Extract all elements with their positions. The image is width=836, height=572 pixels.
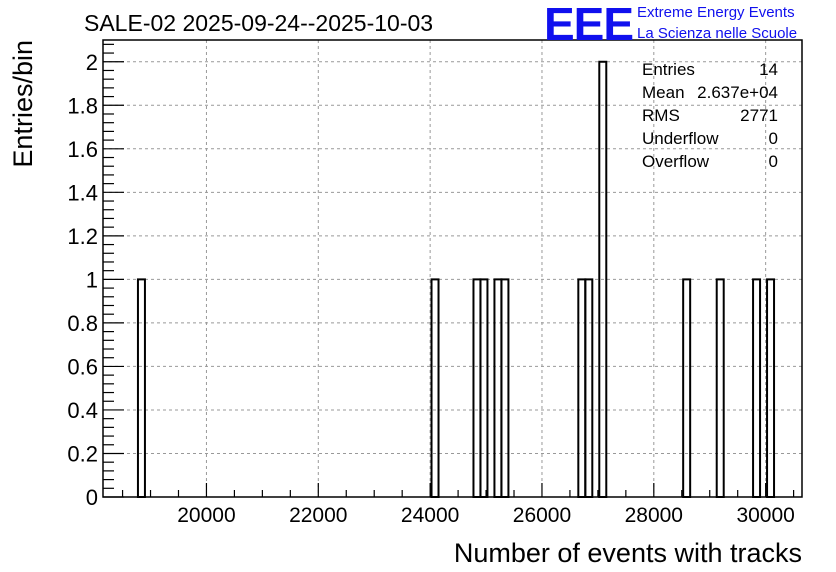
y-tick-label: 2 xyxy=(86,50,98,75)
plot-frame xyxy=(102,39,803,498)
histogram-bars xyxy=(136,60,776,499)
stat-rms-value: 2771 xyxy=(740,106,778,125)
stat-underflow-label: Underflow xyxy=(642,129,719,148)
y-tick-label: 1.4 xyxy=(67,180,98,205)
histogram-bin xyxy=(430,278,440,498)
histogram-bin xyxy=(500,278,510,498)
tick-labels: 20000 22000 24000 26000 28000 30000 0 0.2 0.4 0.6… xyxy=(67,50,794,527)
y-axis-label: Entries/bin xyxy=(8,40,38,168)
x-tick-label: 20000 xyxy=(177,504,235,527)
histogram-bin xyxy=(715,278,725,498)
stat-mean-value: 2.637e+04 xyxy=(697,83,778,102)
stat-underflow-value: 0 xyxy=(768,129,778,148)
grid-lines xyxy=(103,40,802,497)
y-tick-label: 1 xyxy=(86,267,98,292)
x-tick-label: 24000 xyxy=(401,504,459,527)
logo-line-2: La Scienza nelle Scuole xyxy=(637,25,798,42)
axes xyxy=(102,39,803,498)
stat-entries-value: 14 xyxy=(759,60,778,79)
chart-title: SALE-02 2025-09-24--2025-10-03 xyxy=(84,10,434,36)
histogram-bin xyxy=(479,278,489,498)
stat-mean-label: Mean xyxy=(642,83,685,102)
histogram-bin xyxy=(577,278,587,498)
histogram-bin xyxy=(766,278,776,498)
stat-overflow-value: 0 xyxy=(768,152,778,171)
stat-rms-label: RMS xyxy=(642,106,680,125)
x-tick-label: 30000 xyxy=(736,504,794,527)
y-tick-label: 1.2 xyxy=(67,224,98,249)
y-tick-label: 0 xyxy=(86,485,98,510)
histogram-bin xyxy=(682,278,692,498)
y-tick-label: 0.4 xyxy=(67,398,98,423)
x-tick-label: 26000 xyxy=(513,504,571,527)
histogram-bin xyxy=(493,278,503,498)
y-tick-label: 1.8 xyxy=(67,93,98,118)
histogram-bin xyxy=(752,278,762,498)
y-tick-label: 0.8 xyxy=(67,311,98,336)
y-tick-label: 1.6 xyxy=(67,137,98,162)
stat-overflow-label: Overflow xyxy=(642,152,710,171)
histogram-bin xyxy=(136,278,146,498)
stat-entries-label: Entries xyxy=(642,60,695,79)
y-tick-label: 0.2 xyxy=(67,441,98,466)
eee-logo: EEE xyxy=(544,0,634,50)
x-axis-label: Number of events with tracks xyxy=(454,538,802,568)
logo-line-1: Extreme Energy Events xyxy=(637,4,795,21)
y-tick-label: 0.6 xyxy=(67,354,98,379)
x-tick-label: 28000 xyxy=(625,504,683,527)
x-tick-label: 22000 xyxy=(289,504,347,527)
histogram-bin xyxy=(472,278,482,498)
histogram-bin xyxy=(584,278,594,498)
